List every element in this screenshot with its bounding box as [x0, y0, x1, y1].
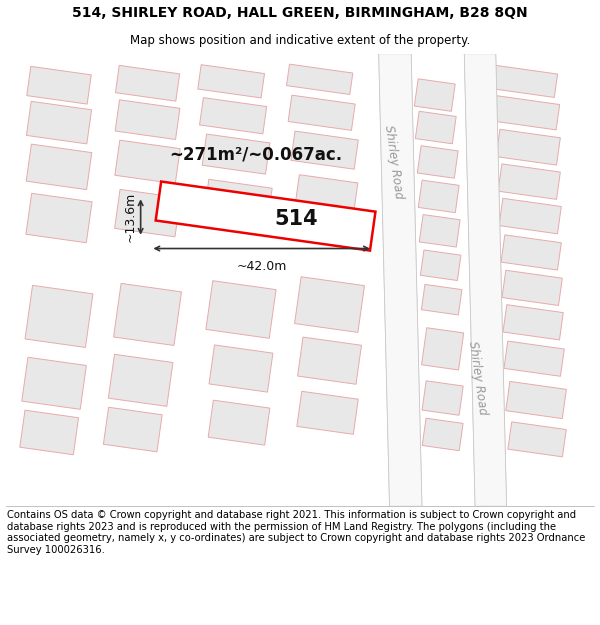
Polygon shape — [206, 281, 276, 338]
Polygon shape — [419, 214, 460, 247]
Polygon shape — [204, 179, 272, 223]
Polygon shape — [26, 144, 92, 189]
Polygon shape — [22, 357, 86, 409]
Polygon shape — [20, 410, 79, 455]
Polygon shape — [493, 96, 560, 130]
Polygon shape — [417, 146, 458, 178]
Polygon shape — [418, 180, 459, 213]
Polygon shape — [508, 422, 566, 457]
Polygon shape — [295, 175, 358, 212]
Polygon shape — [422, 381, 463, 415]
Polygon shape — [25, 286, 93, 348]
Polygon shape — [109, 354, 173, 406]
Polygon shape — [115, 66, 179, 101]
Polygon shape — [496, 129, 560, 165]
Polygon shape — [103, 408, 162, 452]
Polygon shape — [200, 98, 266, 134]
Polygon shape — [155, 181, 376, 251]
Polygon shape — [209, 345, 273, 392]
Text: ~42.0m: ~42.0m — [236, 261, 287, 273]
Polygon shape — [415, 79, 455, 111]
Polygon shape — [295, 277, 364, 332]
Polygon shape — [415, 111, 456, 144]
Polygon shape — [297, 391, 358, 434]
Text: Contains OS data © Crown copyright and database right 2021. This information is : Contains OS data © Crown copyright and d… — [7, 510, 586, 555]
Polygon shape — [208, 400, 270, 445]
Text: ~13.6m: ~13.6m — [124, 192, 137, 242]
Polygon shape — [115, 140, 180, 184]
Polygon shape — [499, 198, 562, 234]
Polygon shape — [464, 54, 506, 506]
Polygon shape — [379, 54, 422, 506]
Polygon shape — [421, 250, 461, 281]
Polygon shape — [503, 305, 563, 340]
Text: Shirley Road: Shirley Road — [466, 341, 490, 416]
Polygon shape — [202, 134, 270, 174]
Polygon shape — [506, 381, 566, 419]
Text: 514: 514 — [274, 209, 318, 229]
Polygon shape — [288, 95, 355, 131]
Polygon shape — [113, 283, 181, 346]
Polygon shape — [291, 131, 358, 169]
Text: Shirley Road: Shirley Road — [382, 124, 405, 200]
Polygon shape — [26, 193, 92, 242]
Polygon shape — [379, 54, 422, 506]
Polygon shape — [464, 54, 506, 506]
Text: Map shows position and indicative extent of the property.: Map shows position and indicative extent… — [130, 34, 470, 47]
Text: 514, SHIRLEY ROAD, HALL GREEN, BIRMINGHAM, B28 8QN: 514, SHIRLEY ROAD, HALL GREEN, BIRMINGHA… — [72, 6, 528, 21]
Polygon shape — [491, 65, 557, 98]
Polygon shape — [115, 189, 181, 237]
Polygon shape — [298, 337, 361, 384]
Text: ~271m²/~0.067ac.: ~271m²/~0.067ac. — [169, 145, 342, 163]
Polygon shape — [421, 284, 462, 315]
Polygon shape — [504, 341, 564, 376]
Polygon shape — [27, 66, 91, 104]
Polygon shape — [422, 328, 464, 370]
Polygon shape — [115, 100, 180, 139]
Polygon shape — [287, 64, 353, 94]
Polygon shape — [198, 64, 265, 98]
Polygon shape — [498, 164, 560, 199]
Polygon shape — [502, 270, 562, 306]
Polygon shape — [422, 418, 463, 451]
Polygon shape — [501, 235, 562, 270]
Polygon shape — [26, 101, 92, 144]
